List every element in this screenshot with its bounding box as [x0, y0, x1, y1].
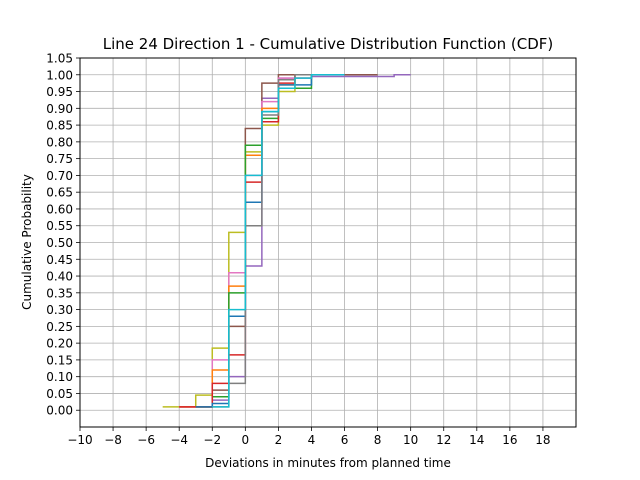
x-tick-label: 16: [502, 433, 517, 447]
x-tick-label: 10: [403, 433, 418, 447]
y-axis-title: Cumulative Probability: [20, 174, 34, 310]
y-tick-label: 0.75: [46, 152, 73, 166]
y-tick-label: 0.55: [46, 219, 73, 233]
grid-lines: [79, 57, 576, 427]
cdf-series-line: [162, 74, 345, 408]
x-tick-label: 14: [469, 433, 484, 447]
y-tick-label: 0.90: [46, 102, 73, 116]
y-tick-label: 1.05: [46, 52, 73, 66]
x-tick-label: 8: [374, 433, 382, 447]
y-tick-label: 0.10: [46, 370, 73, 384]
plot-frame: [79, 57, 577, 428]
y-tick-label: 0.80: [46, 135, 73, 149]
x-tick-label: −6: [137, 433, 155, 447]
cdf-series-line: [195, 74, 345, 408]
x-tick-label: 2: [275, 433, 283, 447]
cdf-series-line: [179, 74, 411, 408]
x-tick-label: −2: [203, 433, 221, 447]
x-tick-label: 18: [535, 433, 550, 447]
x-tick-label: 12: [436, 433, 451, 447]
x-tick-label: 4: [308, 433, 316, 447]
x-axis-ticks: −10 −8 −6 −4 −2 0 2 4 6 8 10 12 14 16 18: [67, 427, 551, 447]
cdf-series-line: [212, 74, 345, 408]
y-tick-label: 0.50: [46, 236, 73, 250]
y-tick-label: 0.15: [46, 353, 73, 367]
cdf-series-line: [179, 74, 328, 408]
y-tick-label: 0.65: [46, 186, 73, 200]
cdf-series-line: [179, 74, 328, 408]
y-tick-label: 0.30: [46, 303, 73, 317]
y-tick-label: 0.25: [46, 320, 73, 334]
x-axis-title: Deviations in minutes from planned time: [205, 456, 451, 470]
cdf-series-line: [179, 74, 328, 408]
y-tick-label: 1.00: [46, 68, 73, 82]
cdf-series-line: [195, 74, 328, 408]
y-tick-label: 0.40: [46, 270, 73, 284]
y-tick-label: 0.85: [46, 119, 73, 133]
y-tick-label: 0.00: [46, 404, 73, 418]
y-tick-label: 0.70: [46, 169, 73, 183]
x-tick-label: 0: [242, 433, 250, 447]
cdf-series-line: [195, 74, 378, 408]
x-tick-label: −4: [170, 433, 188, 447]
y-tick-label: 0.45: [46, 253, 73, 267]
y-tick-label: 0.60: [46, 202, 73, 216]
y-tick-label: 0.05: [46, 387, 73, 401]
x-tick-label: 6: [341, 433, 349, 447]
chart-title: Line 24 Direction 1 - Cumulative Distrib…: [103, 35, 554, 53]
y-tick-label: 0.35: [46, 286, 73, 300]
x-tick-label: −8: [104, 433, 122, 447]
y-axis-ticks: 0.00 0.05 0.10 0.15 0.20 0.25 0.30 0.35 0.40 0.45…: [46, 52, 80, 418]
series-lines: [162, 74, 411, 408]
y-tick-label: 0.20: [46, 337, 73, 351]
y-tick-label: 0.95: [46, 85, 73, 99]
x-tick-label: −10: [67, 433, 92, 447]
